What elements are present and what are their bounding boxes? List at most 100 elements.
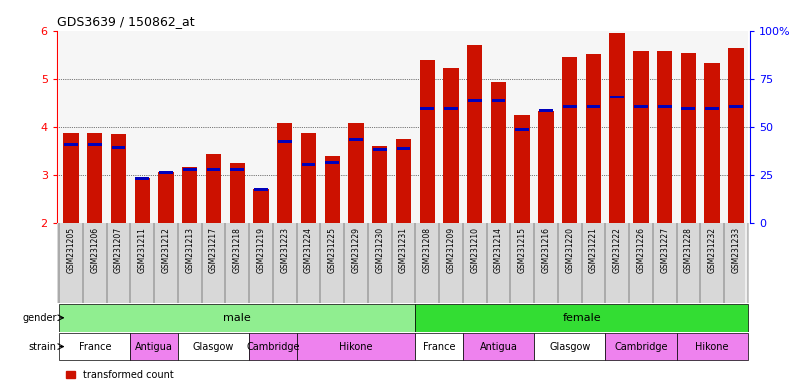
Bar <box>562 57 577 223</box>
Text: GSM231224: GSM231224 <box>304 227 313 273</box>
Bar <box>182 167 197 223</box>
Text: GSM231229: GSM231229 <box>351 227 360 273</box>
Text: GSM231223: GSM231223 <box>281 227 290 273</box>
Bar <box>112 146 126 149</box>
Text: France: France <box>79 341 111 352</box>
Bar <box>653 31 676 223</box>
Bar <box>135 177 149 179</box>
Text: GSM231230: GSM231230 <box>375 227 384 273</box>
Bar <box>605 31 629 223</box>
Bar <box>178 223 202 303</box>
Text: GSM231215: GSM231215 <box>517 227 526 273</box>
Bar <box>629 223 653 303</box>
Text: GSM231208: GSM231208 <box>423 227 431 273</box>
Bar <box>701 223 724 303</box>
Bar <box>415 333 463 360</box>
Bar <box>368 223 392 303</box>
Bar <box>249 31 272 223</box>
Bar <box>83 31 106 223</box>
Bar <box>415 31 439 223</box>
Bar <box>396 139 411 223</box>
Text: Antigua: Antigua <box>479 341 517 352</box>
Bar <box>491 82 506 223</box>
Bar <box>444 68 459 223</box>
Bar <box>324 157 340 223</box>
Bar <box>225 223 249 303</box>
Bar <box>249 223 272 303</box>
Bar <box>392 223 415 303</box>
Bar <box>206 154 221 223</box>
Bar <box>278 140 292 142</box>
Bar <box>59 31 83 223</box>
Text: GSM231220: GSM231220 <box>565 227 574 273</box>
Bar <box>349 138 363 141</box>
Text: GSM231206: GSM231206 <box>90 227 99 273</box>
Text: female: female <box>562 313 601 323</box>
Bar <box>487 223 510 303</box>
Bar <box>463 333 534 360</box>
Bar <box>605 333 676 360</box>
Bar <box>154 31 178 223</box>
Bar <box>468 99 482 102</box>
Bar <box>64 143 78 146</box>
Text: GSM231213: GSM231213 <box>185 227 195 273</box>
Bar <box>320 31 344 223</box>
Bar <box>63 133 79 223</box>
Bar <box>302 163 315 166</box>
Bar <box>463 31 487 223</box>
Bar <box>178 333 249 360</box>
Bar <box>106 223 131 303</box>
Text: GSM231227: GSM231227 <box>660 227 669 273</box>
Bar <box>415 304 748 331</box>
Text: Glasgow: Glasgow <box>193 341 234 352</box>
Bar <box>633 51 649 223</box>
Text: GSM231216: GSM231216 <box>542 227 551 273</box>
Bar <box>581 223 605 303</box>
Bar <box>159 171 173 174</box>
Text: GSM231205: GSM231205 <box>67 227 75 273</box>
Bar <box>397 147 410 150</box>
Bar <box>420 107 434 110</box>
Text: GSM231207: GSM231207 <box>114 227 123 273</box>
Bar <box>676 333 748 360</box>
Bar <box>297 333 415 360</box>
Bar <box>439 223 463 303</box>
Bar <box>487 31 510 223</box>
Bar <box>202 31 225 223</box>
Text: GSM231233: GSM231233 <box>732 227 740 273</box>
Bar <box>415 223 439 303</box>
Bar <box>610 96 624 98</box>
Bar <box>131 333 178 360</box>
Text: Hikone: Hikone <box>695 341 729 352</box>
Text: GSM231228: GSM231228 <box>684 227 693 273</box>
Text: strain: strain <box>28 341 57 352</box>
Bar <box>88 143 101 146</box>
Bar <box>510 31 534 223</box>
Bar <box>297 31 320 223</box>
Text: GSM231221: GSM231221 <box>589 227 598 273</box>
Text: Antigua: Antigua <box>135 341 173 352</box>
Bar <box>658 105 672 108</box>
Text: GSM231231: GSM231231 <box>399 227 408 273</box>
Bar <box>368 31 392 223</box>
Bar <box>605 223 629 303</box>
Bar <box>534 223 558 303</box>
Bar <box>539 109 553 112</box>
Text: GSM231217: GSM231217 <box>209 227 218 273</box>
Text: GSM231209: GSM231209 <box>447 227 456 273</box>
Bar <box>154 223 178 303</box>
Bar <box>178 31 202 223</box>
Bar <box>680 53 696 223</box>
Bar <box>491 99 505 102</box>
Bar <box>629 31 653 223</box>
Bar <box>87 133 102 223</box>
Bar <box>106 31 131 223</box>
Bar <box>676 31 701 223</box>
Bar <box>254 188 268 190</box>
Bar <box>131 223 154 303</box>
Bar <box>510 223 534 303</box>
Text: GSM231214: GSM231214 <box>494 227 503 273</box>
Bar <box>676 223 701 303</box>
Text: male: male <box>223 313 251 323</box>
Bar <box>514 115 530 223</box>
